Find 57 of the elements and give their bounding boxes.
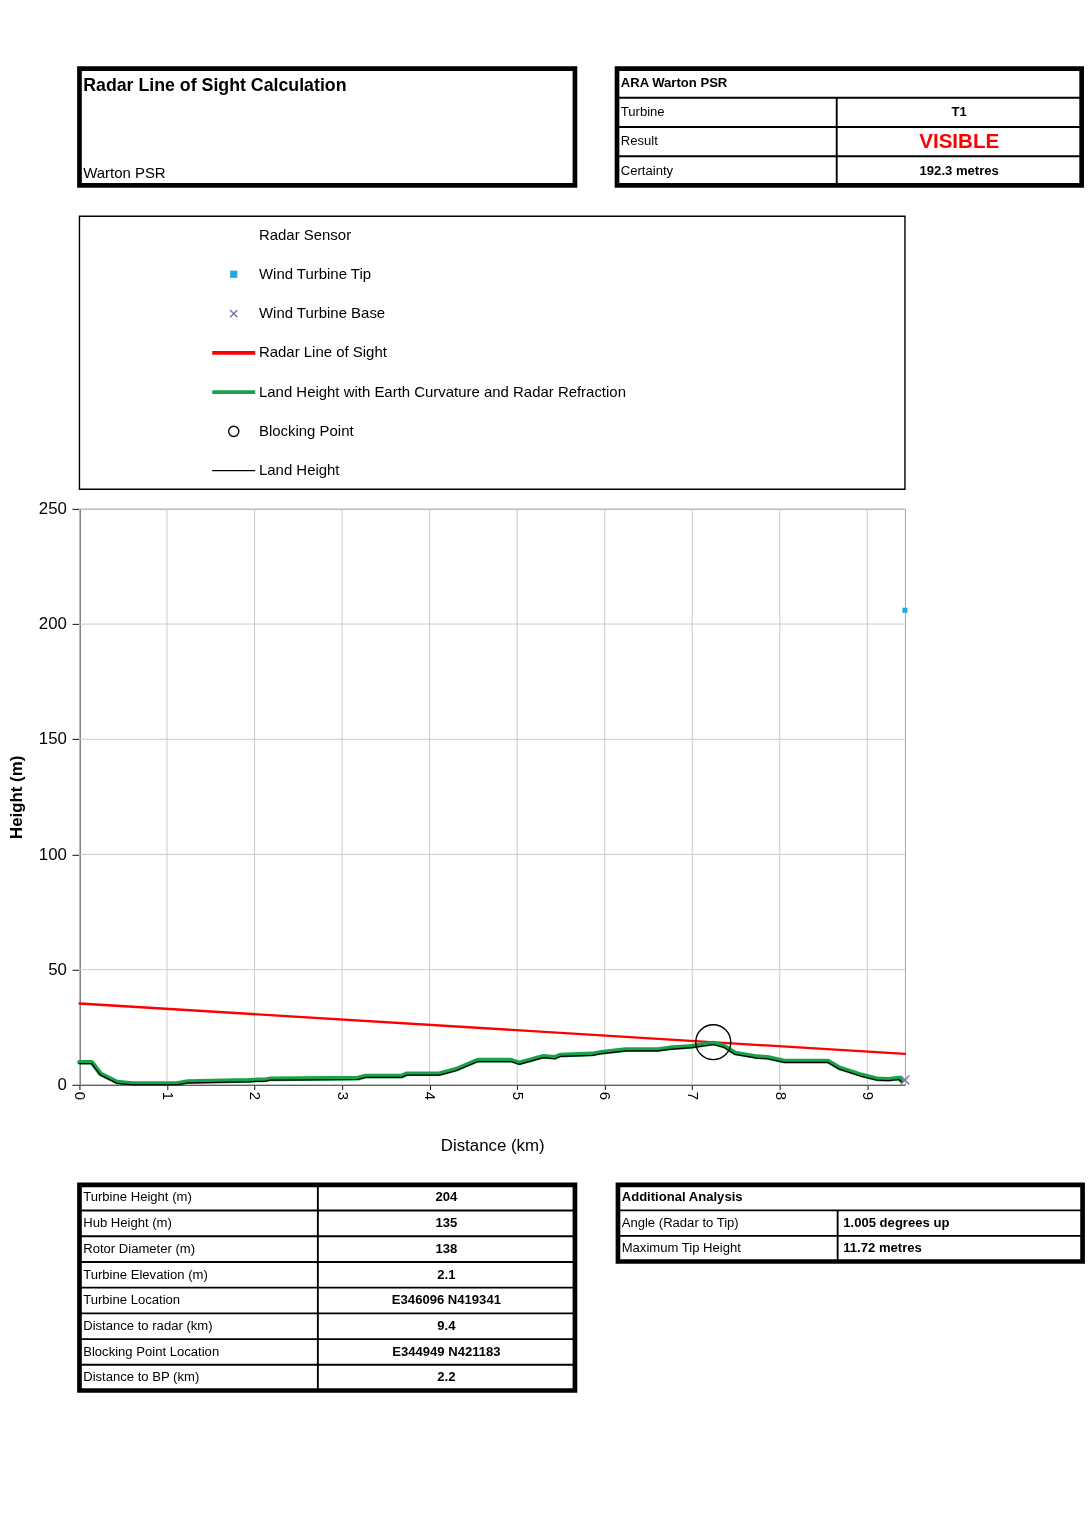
text: E346096 N419341 — [391, 1292, 501, 1308]
text: Distance to radar (km) — [83, 1317, 213, 1333]
text: Maximum Tip Height — [621, 1240, 742, 1256]
text: ARA Warton PSR — [620, 74, 728, 90]
text: VISIBLE — [919, 129, 1000, 153]
text: T1 — [951, 104, 967, 120]
text: Radar Sensor — [258, 225, 352, 243]
text: 135 — [435, 1215, 458, 1231]
legend-label: Blocking Point — [258, 421, 355, 439]
chart-title: Radar Line of Sight Calculation — [83, 75, 347, 96]
x-tick-label: 3 — [334, 1091, 352, 1101]
legend-label: Land Height — [258, 461, 341, 479]
text: Distance to BP (km) — [83, 1369, 200, 1385]
x-tick-label: 6 — [597, 1091, 615, 1101]
text: Certainty — [620, 162, 674, 178]
text: 11.72 metres — [843, 1240, 922, 1256]
x-tick-label: 4 — [422, 1091, 440, 1101]
text: Rotor Diameter (m) — [83, 1240, 196, 1256]
text: 138 — [435, 1240, 458, 1256]
text: Angle (Radar to Tip) — [621, 1214, 739, 1230]
legend-label: Radar Line of Sight — [258, 343, 388, 361]
text: Turbine — [620, 104, 665, 120]
x-tick-label: 9 — [860, 1091, 878, 1101]
point — [902, 607, 908, 613]
legend-label: Wind Turbine Tip — [258, 264, 372, 282]
point — [695, 1024, 732, 1061]
y-tick-label: 100 — [38, 844, 67, 864]
text: 9.4 — [437, 1317, 457, 1333]
x-tick-label: 1 — [159, 1091, 177, 1101]
x-tick-label: 5 — [509, 1091, 527, 1101]
text: Blocking Point Location — [83, 1343, 220, 1359]
text: Additional Analysis — [621, 1189, 743, 1205]
chart-subtitle: Warton PSR — [83, 163, 166, 181]
y-tick-label: 250 — [38, 499, 67, 519]
legend-label: Land Height with Earth Curvature and Radar Refraction — [258, 382, 626, 400]
y-tick-label: 50 — [48, 959, 67, 979]
y-axis-title: Height (m) — [6, 755, 26, 839]
x-tick-label: 8 — [772, 1091, 790, 1101]
x-tick-label: 2 — [247, 1091, 265, 1101]
text: Turbine Height (m) — [83, 1189, 192, 1205]
text: 1.005 degrees up — [843, 1214, 950, 1230]
y-tick-label: 200 — [38, 614, 67, 634]
text: Turbine Location — [83, 1292, 181, 1308]
text: 2.1 — [437, 1266, 456, 1282]
text: 2.2 — [437, 1369, 456, 1385]
legend-label: Wind Turbine Base — [258, 304, 386, 322]
x-axis-title: Distance (km) — [440, 1135, 545, 1155]
text: 204 — [435, 1189, 459, 1205]
text: 192.3 metres — [919, 162, 999, 178]
point — [899, 1074, 911, 1086]
text: Hub Height (m) — [83, 1215, 172, 1231]
y-tick-label: 150 — [38, 729, 67, 749]
x-tick-label: 0 — [72, 1091, 90, 1101]
x-tick-label: 7 — [685, 1091, 703, 1101]
text: E344949 N421183 — [392, 1343, 501, 1359]
text: Result — [620, 133, 659, 149]
text: Turbine Elevation (m) — [83, 1266, 208, 1282]
